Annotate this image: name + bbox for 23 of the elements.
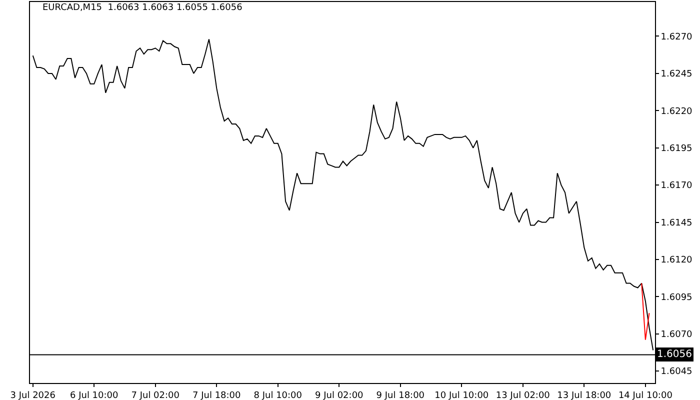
- x-tick-label: 7 Jul 18:00: [192, 390, 242, 400]
- x-tick-label: 14 Jul 10:00: [618, 390, 673, 400]
- x-tick-label: 6 Jul 10:00: [70, 390, 119, 400]
- x-tick-label: 3 Jul 2026: [10, 390, 56, 400]
- y-tick-label: 1.6070: [660, 330, 693, 340]
- x-tick-label: 8 Jul 10:00: [254, 390, 302, 400]
- chart-title: EURCAD,M15 1.6063 1.6063 1.6055 1.6056: [42, 3, 243, 14]
- y-tick-label: 1.6120: [660, 256, 693, 266]
- x-tick-label: 10 Jul 10:00: [434, 390, 489, 400]
- x-tick-label: 13 Jul 18:00: [557, 390, 612, 400]
- y-tick-label: 1.6095: [660, 292, 692, 303]
- y-tick-label: 1.6145: [660, 218, 692, 228]
- x-tick-label: 9 Jul 02:00: [315, 390, 364, 400]
- y-tick-label: 1.6045: [660, 367, 692, 378]
- y-tick-label: 1.6245: [660, 70, 692, 80]
- y-tick-label: 1.6195: [660, 144, 692, 154]
- x-tick-label: 9 Jul 18:00: [376, 390, 425, 400]
- x-tick-label: 13 Jul 02:00: [496, 390, 550, 400]
- x-tick-label: 7 Jul 02:00: [131, 390, 180, 400]
- y-tick-label: 1.6220: [660, 106, 693, 117]
- ref-line-label: 1.6056: [657, 349, 692, 360]
- y-tick-label: 1.6270: [660, 32, 693, 42]
- y-tick-label: 1.6170: [660, 181, 693, 192]
